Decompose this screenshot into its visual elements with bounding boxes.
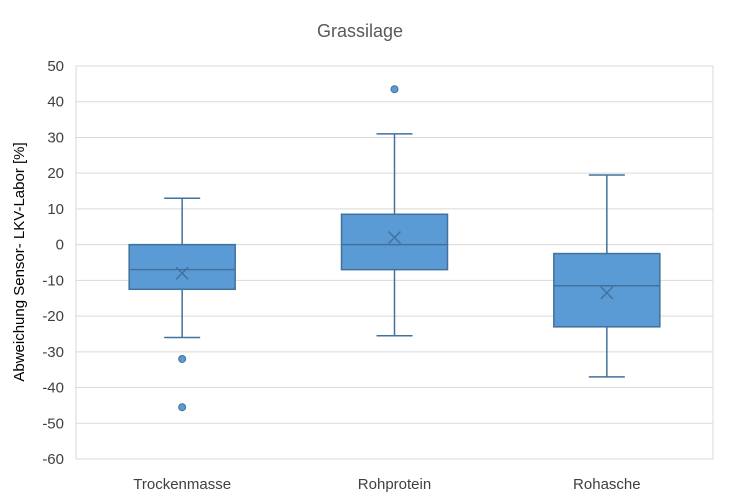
y-tick-label: -40 bbox=[42, 380, 64, 397]
mean-marker bbox=[387, 230, 402, 245]
y-tick-label: 50 bbox=[47, 58, 64, 75]
mean-marker bbox=[175, 266, 189, 280]
boxes bbox=[128, 85, 661, 412]
y-tick-label: -20 bbox=[42, 308, 64, 325]
y-tick-label: 20 bbox=[47, 165, 64, 182]
box-group-rohasche bbox=[553, 174, 661, 378]
box-iqr bbox=[553, 252, 661, 328]
box-iqr bbox=[128, 243, 236, 291]
y-tick-label: -10 bbox=[42, 272, 64, 289]
category-label: Rohasche bbox=[573, 476, 641, 493]
box-group-rohprotein bbox=[340, 85, 449, 337]
y-tick-label: 30 bbox=[47, 129, 64, 146]
outlier-point bbox=[178, 354, 187, 363]
y-tick-labels: 50 40 30 20 10 0 -10 -20 -30 -40 -50 -60 bbox=[42, 58, 64, 468]
y-tick-label: -60 bbox=[42, 451, 64, 468]
y-tick-label: 0 bbox=[56, 237, 64, 254]
outlier-point bbox=[390, 85, 399, 94]
y-axis-label: Abweichung Sensor- LKV-Labor [%] bbox=[11, 142, 28, 381]
chart-title: Grassilage bbox=[317, 21, 403, 41]
box-group-trockenmasse bbox=[128, 197, 236, 412]
y-tick-label: 10 bbox=[47, 201, 64, 218]
y-tick-label: -30 bbox=[42, 344, 64, 361]
y-tick-label: 40 bbox=[47, 94, 64, 111]
mean-marker bbox=[600, 286, 614, 300]
y-tick-label: -50 bbox=[42, 415, 64, 432]
box-iqr bbox=[340, 213, 449, 271]
outlier-point bbox=[178, 403, 187, 412]
category-label: Rohprotein bbox=[358, 476, 431, 493]
category-labels: Trockenmasse Rohprotein Rohasche bbox=[133, 476, 640, 493]
category-label: Trockenmasse bbox=[133, 476, 231, 493]
